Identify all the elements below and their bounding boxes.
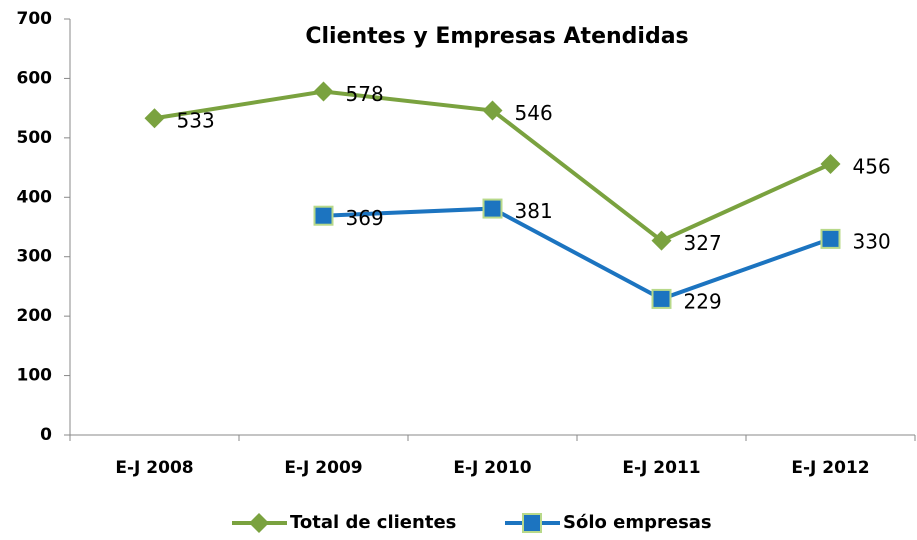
y-tick-label: 200 [17,306,53,326]
data-label: 330 [853,229,891,253]
y-tick-label: 300 [17,247,53,267]
data-point [820,154,841,175]
legend-marker [249,513,269,533]
data-point [482,198,503,219]
x-tick-label: E-J 2008 [115,458,193,478]
data-label: 533 [177,109,215,133]
data-label: 381 [515,199,553,223]
data-label: 456 [853,155,891,179]
data-point [482,100,503,121]
y-tick-label: 400 [17,187,53,207]
data-label: 578 [346,82,384,106]
data-label: 369 [346,206,384,230]
legend-label: Sólo empresas [563,512,712,533]
data-point [313,81,334,102]
data-point [820,228,841,249]
y-tick-label: 100 [17,366,53,386]
x-tick-label: E-J 2011 [622,458,700,478]
legend-label: Total de clientes [290,512,456,533]
x-tick-label: E-J 2010 [453,458,531,478]
legend-marker [522,513,542,533]
y-tick-label: 700 [17,9,53,29]
data-label: 327 [684,231,722,255]
y-tick-label: 500 [17,128,53,148]
series-line [323,206,832,302]
chart-title: Clientes y Empresas Atendidas [305,24,688,49]
data-label: 546 [515,101,553,125]
data-point [313,205,334,226]
x-tick-label: E-J 2012 [791,458,869,478]
y-tick-label: 600 [17,68,53,88]
x-tick-label: E-J 2009 [284,458,362,478]
data-point [144,108,165,129]
data-point [651,288,672,309]
y-tick-label: 0 [40,425,52,445]
data-label: 229 [684,289,722,313]
data-point [651,230,672,251]
